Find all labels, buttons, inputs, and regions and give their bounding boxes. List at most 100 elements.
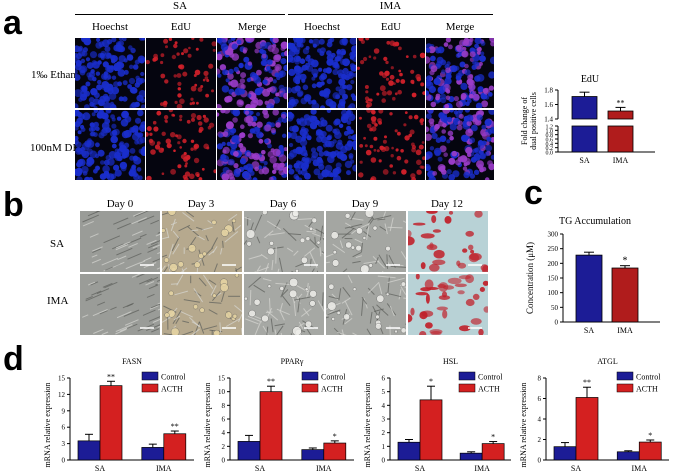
col-label-hoechst-ima: Hoechst	[303, 21, 341, 33]
cell-dot	[388, 80, 394, 86]
cell-dot	[420, 82, 425, 87]
cell-texture	[244, 276, 324, 335]
cell-dot	[76, 176, 83, 180]
cell-dot	[78, 66, 86, 74]
cell-dot	[75, 135, 79, 141]
cell-fiber	[249, 289, 252, 306]
cell-dot	[95, 41, 103, 49]
cell-dot	[352, 164, 356, 172]
cell-dot	[412, 54, 417, 59]
cell-fiber	[115, 241, 131, 249]
y-tick-label: 0	[222, 457, 226, 465]
cell-dot	[421, 165, 425, 169]
cell-fiber	[276, 308, 290, 316]
legend-swatch	[301, 371, 319, 381]
cell-dot	[272, 110, 279, 116]
cell-dot	[385, 77, 390, 81]
cell-dot	[465, 161, 470, 166]
cell-dot	[181, 52, 184, 56]
brightfield-image	[326, 211, 406, 272]
lipid-droplet	[415, 274, 420, 280]
cell-fiber	[387, 277, 405, 284]
legend-label: ACTH	[321, 385, 343, 394]
cell-dot	[262, 88, 271, 97]
cell-dot	[318, 67, 323, 72]
cell-dot	[156, 141, 161, 145]
lipid-vesicle	[400, 281, 406, 287]
cell-dot	[225, 121, 234, 130]
hsl-chart: HSL mRNA relative expression 0 1 2 3 4 5 6 * SA * IM…	[363, 357, 511, 473]
cell-dot	[359, 160, 363, 164]
cell-dot	[203, 117, 209, 123]
bar	[459, 452, 483, 461]
cell-fiber	[332, 243, 346, 254]
cell-fiber	[170, 218, 176, 231]
cell-dot	[295, 38, 304, 44]
cell-dot	[146, 59, 150, 65]
cell-dot	[222, 69, 229, 76]
cell-dot	[193, 157, 200, 164]
lipid-droplet	[426, 211, 438, 214]
cell-dot	[398, 69, 402, 73]
cell-dots	[217, 110, 287, 180]
brightfield-image	[162, 211, 242, 272]
x-tick-label: SA	[95, 464, 105, 473]
cell-dot	[116, 116, 122, 121]
lipid-droplet	[436, 306, 448, 311]
cell-dot	[378, 159, 382, 163]
cell-dot	[474, 61, 480, 67]
y-tick-label: 1.0	[546, 129, 554, 135]
cell-fiber	[92, 246, 103, 252]
cell-dot	[245, 163, 254, 172]
cell-dot	[183, 48, 189, 54]
cell-dot	[288, 42, 294, 50]
cell-dot	[75, 74, 81, 81]
lipid-vesicle	[234, 274, 239, 278]
y-tick-label: 0.0	[546, 151, 554, 157]
y-axis-label: Concentration (μM)	[525, 242, 535, 314]
cell-dot	[186, 155, 191, 160]
cell-dot	[339, 83, 346, 89]
cell-dot	[103, 101, 111, 108]
cell-dot	[445, 38, 451, 43]
cell-dot	[472, 90, 477, 95]
cell-fiber	[341, 227, 355, 239]
cell-dot	[161, 131, 166, 136]
lipid-droplet	[425, 293, 430, 304]
cell-dot	[264, 138, 269, 144]
cell-dot	[465, 146, 473, 155]
y-tick-label: 15	[58, 375, 66, 383]
cell-fiber	[146, 293, 155, 298]
cell-dot	[436, 56, 444, 64]
cell-fiber	[344, 317, 353, 325]
cell-dot	[346, 70, 355, 79]
cell-dot	[463, 38, 470, 44]
lipid-vesicle	[163, 257, 170, 263]
bar	[99, 385, 123, 461]
cell-dot	[297, 177, 303, 180]
cell-fiber	[287, 233, 302, 236]
cell-texture	[326, 211, 406, 272]
cell-dot	[171, 113, 175, 117]
cell-dot	[217, 68, 221, 75]
lipid-droplet	[474, 211, 483, 218]
lipid-droplet	[457, 290, 465, 295]
cell-dot	[140, 98, 145, 103]
cell-fiber	[228, 213, 238, 221]
lipid-vesicle	[244, 296, 248, 301]
cell-fiber	[319, 247, 322, 257]
lipid-droplet	[448, 211, 454, 215]
cell-dot	[282, 166, 287, 175]
y-tick-label: 200	[548, 260, 559, 268]
cell-fiber	[162, 254, 168, 258]
cell-dot	[439, 135, 447, 143]
cell-dot	[395, 78, 400, 83]
cell-dot	[185, 162, 188, 165]
lipid-vesicle	[305, 320, 312, 328]
cell-dot	[80, 146, 85, 152]
cell-dot	[486, 136, 492, 142]
cell-dot	[205, 93, 209, 98]
lipid-droplet	[425, 322, 433, 329]
cell-dot	[115, 44, 124, 52]
cell-dot	[290, 132, 298, 140]
